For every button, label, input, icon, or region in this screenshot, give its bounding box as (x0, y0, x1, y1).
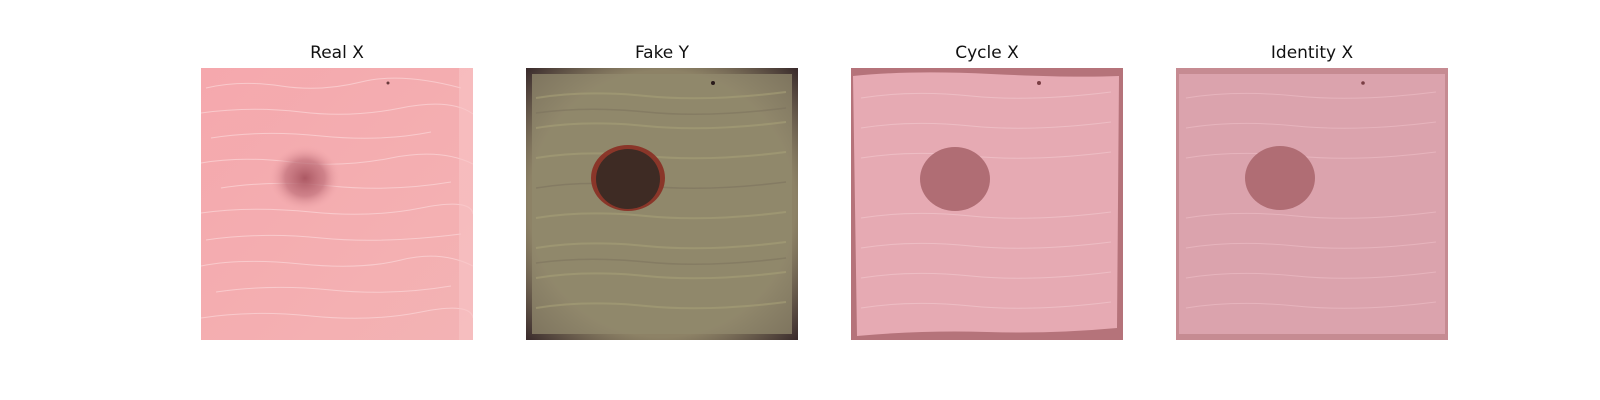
panel-title: Fake Y (634, 43, 690, 63)
panel-title: Cycle X (955, 43, 1019, 63)
panel-identity-x: Identity X (1176, 40, 1448, 340)
fake-y-image (526, 68, 798, 340)
cycle-x-image (851, 68, 1123, 340)
panel-title: Real X (310, 43, 364, 63)
identity-x-image (1176, 68, 1448, 340)
panel-title: Identity X (1270, 43, 1354, 63)
real-x-image (201, 68, 473, 340)
panel-real-x: Real X (201, 40, 473, 340)
panel-cycle-x: Cycle X (851, 40, 1123, 340)
panel-fake-y: Fake Y (526, 40, 798, 340)
